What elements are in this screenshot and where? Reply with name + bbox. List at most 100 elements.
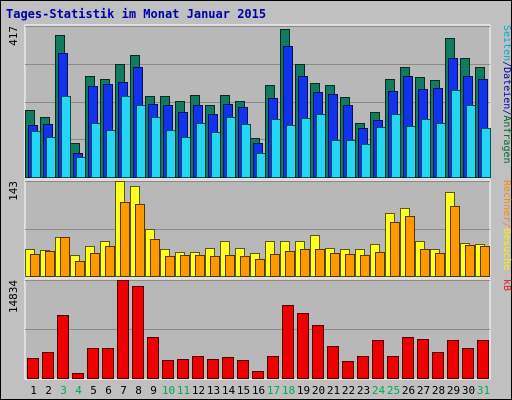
bar-kb-day-3 bbox=[57, 315, 69, 379]
x-tick-label: 11 bbox=[177, 384, 190, 397]
bar-seiten-day-1 bbox=[31, 131, 41, 178]
y-axis-max-label: 14834 bbox=[7, 280, 20, 313]
x-tick-label: 30 bbox=[462, 384, 475, 397]
bar-seiten-day-17 bbox=[271, 119, 281, 178]
x-tick-label: 13 bbox=[207, 384, 220, 397]
bar-seiten-day-13 bbox=[211, 132, 221, 178]
x-tick-label: 27 bbox=[417, 384, 430, 397]
bar-rechner-day-22 bbox=[345, 254, 355, 277]
bar-kb-day-10 bbox=[162, 360, 174, 379]
right-legend-label: / bbox=[501, 109, 512, 115]
bar-seiten-day-18 bbox=[286, 125, 296, 178]
x-tick-label: 10 bbox=[162, 384, 175, 397]
panel-3: 14834 kB bbox=[7, 278, 512, 380]
bar-seiten-day-19 bbox=[301, 118, 311, 178]
x-tick-label: 1 bbox=[30, 384, 37, 397]
bar-kb-day-18 bbox=[282, 305, 294, 379]
bar-seiten-day-30 bbox=[466, 105, 476, 178]
bar-rechner-day-4 bbox=[75, 261, 85, 277]
bar-rechner-day-3 bbox=[60, 237, 70, 277]
x-tick-label: 31 bbox=[477, 384, 490, 397]
x-tick-label: 21 bbox=[327, 384, 340, 397]
bar-kb-day-23 bbox=[357, 356, 369, 379]
bar-rechner-day-11 bbox=[180, 255, 190, 277]
right-legend-label: Rechner bbox=[501, 180, 512, 222]
x-tick-label: 6 bbox=[105, 384, 112, 397]
bar-seiten-day-24 bbox=[376, 127, 386, 178]
bar-kb-day-6 bbox=[102, 348, 114, 379]
bar-kb-day-2 bbox=[42, 352, 54, 379]
bar-kb-day-11 bbox=[177, 359, 189, 379]
panel-2: 143 Rechner/Besuche bbox=[7, 179, 512, 278]
bar-kb-day-26 bbox=[402, 337, 414, 379]
bar-rechner-day-2 bbox=[45, 251, 55, 277]
bar-seiten-day-3 bbox=[61, 96, 71, 178]
y-axis-max-label: 143 bbox=[7, 181, 20, 201]
bar-rechner-day-24 bbox=[375, 252, 385, 277]
bar-seiten-day-25 bbox=[391, 114, 401, 178]
right-legend-label: / bbox=[501, 61, 512, 67]
bar-kb-day-12 bbox=[192, 356, 204, 379]
x-tick-label: 4 bbox=[75, 384, 82, 397]
bar-kb-day-16 bbox=[252, 371, 264, 379]
bar-kb-day-25 bbox=[387, 356, 399, 379]
bar-kb-day-29 bbox=[447, 340, 459, 379]
bar-seiten-day-4 bbox=[76, 157, 86, 178]
bar-kb-day-7 bbox=[117, 280, 129, 379]
chart-title: Tages-Statistik im Monat Januar 2015 bbox=[6, 7, 266, 21]
x-tick-label: 24 bbox=[372, 384, 386, 397]
bar-kb-day-21 bbox=[327, 346, 339, 379]
bar-kb-day-24 bbox=[372, 340, 384, 379]
bar-rechner-day-1 bbox=[30, 254, 40, 277]
bar-seiten-day-21 bbox=[331, 140, 341, 178]
x-tick-label: 25 bbox=[387, 384, 400, 397]
bar-kb-day-19 bbox=[297, 313, 309, 379]
bar-seiten-day-23 bbox=[361, 144, 371, 178]
bar-kb-day-20 bbox=[312, 325, 324, 379]
bar-seiten-day-2 bbox=[46, 137, 56, 178]
bar-seiten-day-29 bbox=[451, 90, 461, 178]
bar-seiten-day-26 bbox=[406, 126, 416, 178]
bar-seiten-day-14 bbox=[226, 117, 236, 178]
bar-rechner-day-30 bbox=[465, 245, 475, 277]
right-legend-label: Besuche bbox=[501, 228, 512, 270]
bar-seiten-day-10 bbox=[166, 130, 176, 178]
bar-rechner-day-15 bbox=[240, 256, 250, 277]
bar-seiten-day-27 bbox=[421, 119, 431, 178]
bar-rechner-day-31 bbox=[480, 246, 490, 277]
bar-kb-day-15 bbox=[237, 360, 249, 379]
y-axis-max-label: 417 bbox=[7, 26, 20, 46]
bar-seiten-day-31 bbox=[481, 128, 491, 178]
bar-rechner-day-12 bbox=[195, 255, 205, 277]
bar-kb-day-30 bbox=[462, 348, 474, 379]
bar-rechner-day-23 bbox=[360, 255, 370, 277]
x-axis: 1 2 3 4 5 6 7 8 9 10 11 12 13 14 15 16 17 18 19 20 21 22 23 24 2… bbox=[30, 384, 490, 397]
right-legend-label: Seiten bbox=[501, 25, 512, 61]
x-tick-label: 29 bbox=[447, 384, 460, 397]
bar-kb-day-4 bbox=[72, 373, 84, 379]
right-legend-label: / bbox=[501, 222, 512, 228]
bar-rechner-day-25 bbox=[390, 222, 400, 277]
bar-kb-day-17 bbox=[267, 356, 279, 379]
bar-kb-day-9 bbox=[147, 337, 159, 379]
bar-seiten-day-12 bbox=[196, 123, 206, 178]
bar-kb-day-5 bbox=[87, 348, 99, 379]
bar-rechner-day-13 bbox=[210, 256, 220, 277]
x-tick-label: 23 bbox=[357, 384, 370, 397]
bar-rechner-day-5 bbox=[90, 253, 100, 277]
x-tick-label: 8 bbox=[135, 384, 142, 397]
bar-rechner-day-14 bbox=[225, 255, 235, 277]
bar-kb-day-22 bbox=[342, 361, 354, 379]
bar-rechner-day-21 bbox=[330, 253, 340, 277]
right-legend-label: Anfragen bbox=[501, 115, 512, 163]
x-tick-label: 3 bbox=[60, 384, 67, 397]
bar-rechner-day-16 bbox=[255, 259, 265, 277]
bar-seiten-day-6 bbox=[106, 130, 116, 178]
bar-rechner-day-28 bbox=[435, 253, 445, 277]
bar-seiten-day-7 bbox=[121, 96, 131, 178]
bar-kb-day-14 bbox=[222, 357, 234, 379]
x-tick-label: 15 bbox=[237, 384, 250, 397]
bar-rechner-day-18 bbox=[285, 251, 295, 277]
